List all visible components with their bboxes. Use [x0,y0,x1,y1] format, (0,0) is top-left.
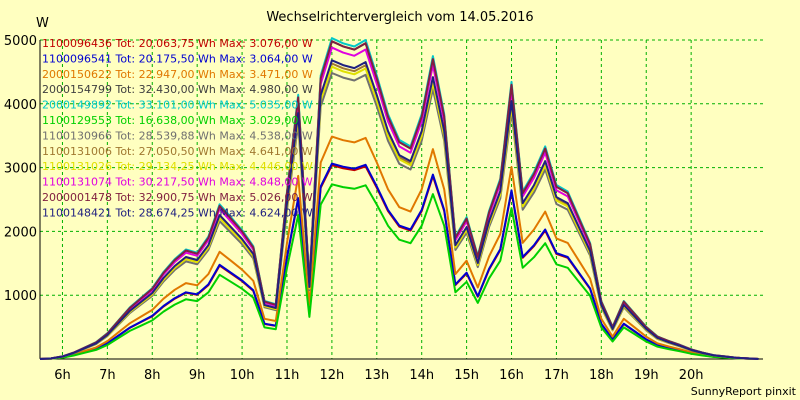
legend-entry-7: 1100131006 Tot: 27.050,50 Wh Max: 4.641,… [42,145,313,158]
x-tick-label: 14h [409,368,434,383]
x-tick-label: 8h [144,368,161,383]
legend-entry-6: 1100130966 Tot: 28.539,88 Wh Max: 4.538,… [42,129,313,142]
series-line-2 [39,135,759,360]
x-tick-label: 17h [544,368,569,383]
footer-credit: SunnyReport pinxit [690,385,796,398]
x-tick-label: 18h [589,368,614,383]
legend-entry-3: 2000154799 Tot: 32.430,00 Wh Max: 4.980,… [42,83,313,96]
x-tick-label: 13h [364,368,389,383]
x-tick-label: 7h [99,368,116,383]
series-line-11 [39,59,759,360]
y-tick-label: 5000 [4,34,37,49]
y-axis-unit: W [36,16,49,31]
y-tick-label: 3000 [4,162,37,177]
x-tick-label: 12h [320,368,345,383]
plot-area [40,40,763,359]
series-line-10 [39,40,759,360]
y-tick-label: 1000 [4,289,37,304]
x-tick-label: 16h [499,368,524,383]
series-line-5 [39,183,759,360]
y-tick-label: 4000 [4,98,37,113]
x-tick-label: 10h [230,368,255,383]
legend-entry-8: 1100131026 Tot: 29.134,25 Wh Max: 4.446,… [42,160,313,173]
x-tick-label: 9h [189,368,206,383]
x-tick-label: 20h [679,368,704,383]
legend-entry-4: 2000149892 Tot: 33.101,00 Wh Max: 5.035,… [42,99,313,112]
x-tick-label: 6h [54,368,71,383]
legend-entry-0: 1100096436 Tot: 20.063,75 Wh Max: 3.076,… [42,37,313,50]
legend-entry-1: 1100096541 Tot: 20.175,50 Wh Max: 3.064,… [42,52,313,65]
y-tick-label: 2000 [4,225,37,240]
legend-entry-5: 1100129553 Tot: 16.638,00 Wh Max: 3.029,… [42,114,313,127]
legend-entry-2: 2000150622 Tot: 22.947,00 Wh Max: 3.471,… [42,68,313,81]
x-tick-label: 15h [454,368,479,383]
chart-title: Wechselrichtervergleich vom 14.05.2016 [266,10,534,25]
x-tick-label: 11h [275,368,300,383]
series-line-1 [39,162,759,360]
legend-entry-9: 1100131074 Tot: 30.217,50 Wh Max: 4.848,… [42,176,313,189]
x-tick-label: 19h [634,368,659,383]
legend-entry-10: 2000001478 Tot: 32.900,75 Wh Max: 5.026,… [42,191,313,204]
legend-entry-11: 1100148421 Tot: 28.674,25 Wh Max: 4.624,… [42,206,313,219]
